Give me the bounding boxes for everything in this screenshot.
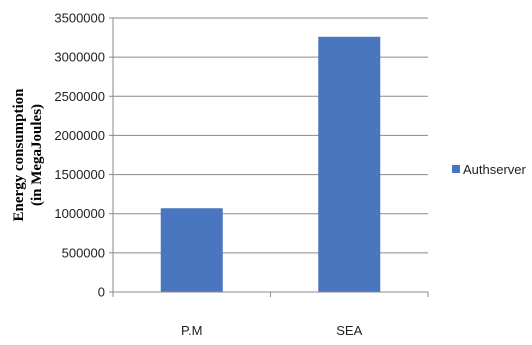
y-tick-label: 3500000 [54, 11, 105, 26]
bar-p-m [160, 208, 223, 292]
y-tick-label: 0 [98, 285, 105, 300]
y-tick-label: 1000000 [54, 206, 105, 221]
y-axis-label: Energy consumption (in MegaJoules) [11, 88, 45, 222]
y-tick-label: 2500000 [54, 89, 105, 104]
legend-label: Authserver [463, 162, 527, 177]
x-tick-label: SEA [336, 323, 362, 338]
gridlines [113, 17, 428, 254]
y-axis-label-line-1: Energy consumption [11, 88, 27, 222]
axes [109, 17, 429, 297]
y-tick-label: 2000000 [54, 128, 105, 143]
x-tick-label: P.M [181, 323, 202, 338]
legend-swatch [452, 165, 460, 173]
bar-sea [318, 36, 381, 292]
bars [160, 36, 381, 292]
y-axis-label-line-2: (in MegaJoules) [29, 104, 45, 206]
y-tick-label: 1500000 [54, 167, 105, 182]
x-tick-labels: P.M SEA [181, 323, 363, 338]
y-tick-labels: 0 500000 1000000 1500000 2000000 2500000 30000… [54, 11, 105, 300]
y-tick-label: 500000 [62, 245, 105, 260]
y-tick-label: 3000000 [54, 50, 105, 65]
legend: Authserver [452, 162, 527, 177]
